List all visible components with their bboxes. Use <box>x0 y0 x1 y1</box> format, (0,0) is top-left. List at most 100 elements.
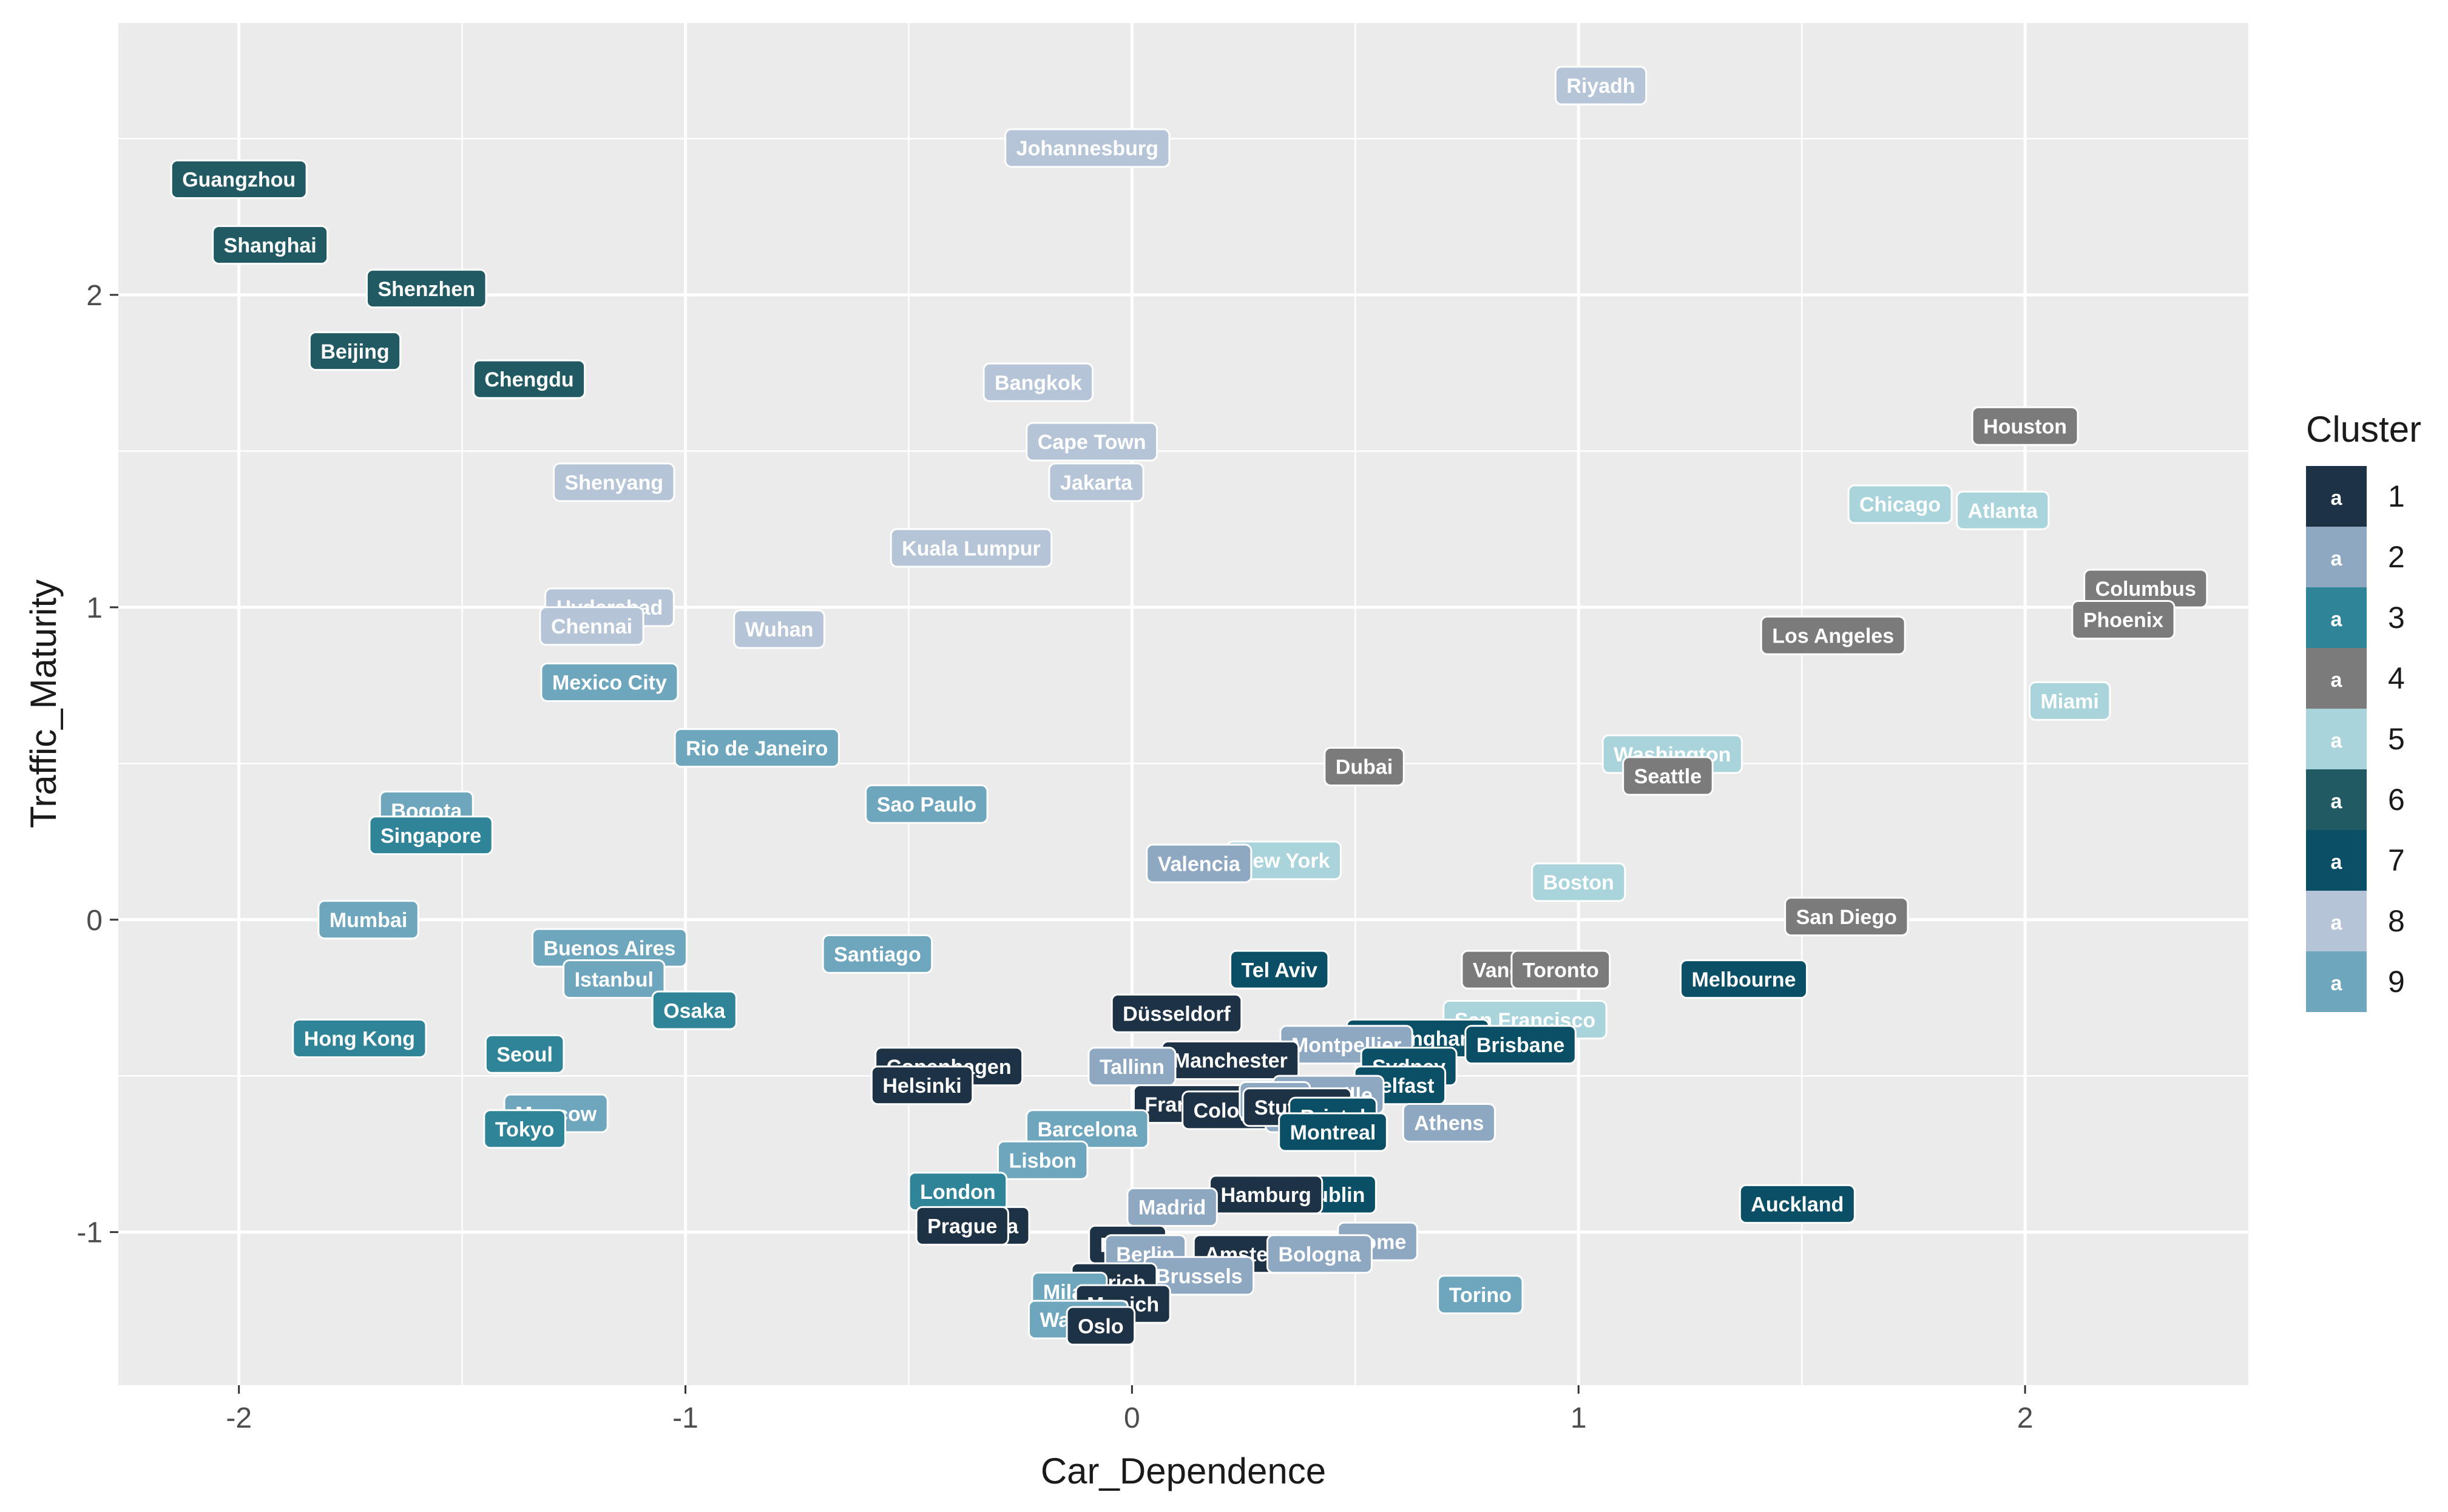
legend-key-glyph: a <box>2331 669 2343 692</box>
legend-key-glyph: a <box>2331 729 2343 752</box>
data-label: Shanghai <box>212 225 329 265</box>
data-label-box <box>1554 66 1648 106</box>
data-label: Chengdu <box>472 359 586 399</box>
legend-label-1: 1 <box>2388 479 2405 513</box>
data-label: New York <box>1226 840 1342 880</box>
data-label-text: Boston <box>1543 871 1614 894</box>
data-label-text: Sao Paulo <box>877 794 976 817</box>
data-label: Phoenix <box>2071 599 2176 640</box>
data-label-text: Prague <box>927 1215 997 1238</box>
data-label-text: Guangzhou <box>182 169 296 192</box>
data-label-box <box>890 528 1053 568</box>
data-label-text: Rio de Janeiro <box>686 737 828 760</box>
data-label: Bologna <box>1266 1234 1373 1274</box>
legend-label-5: 5 <box>2388 722 2405 756</box>
data-label-box <box>553 462 675 502</box>
data-label-text: Hong Kong <box>304 1028 415 1051</box>
data-label-box <box>1956 490 2050 530</box>
data-label-box <box>212 225 329 265</box>
data-label-text: Manchester <box>1173 1050 1288 1073</box>
data-label-box <box>1510 950 1611 990</box>
data-label-box <box>484 1034 565 1074</box>
data-label-box <box>1066 1306 1136 1346</box>
data-label-box <box>1048 462 1145 502</box>
data-label-box <box>308 331 402 371</box>
data-label-text: Athens <box>1414 1112 1484 1135</box>
x-tick-label: 2 <box>2017 1402 2034 1434</box>
data-label: Hong Kong <box>292 1018 427 1058</box>
data-label: Kuala Lumpur <box>890 528 1053 568</box>
data-label-text: Shanghai <box>224 234 317 257</box>
data-label-text: New York <box>1238 849 1330 872</box>
data-label-text: Mumbai <box>330 909 407 932</box>
data-label: Oslo <box>1066 1306 1136 1346</box>
x-tick-label: -2 <box>226 1402 252 1434</box>
x-tick-label: 1 <box>1571 1402 1587 1434</box>
data-label-box <box>1266 1234 1373 1274</box>
data-label: Auckland <box>1739 1184 1856 1224</box>
data-label-box <box>317 900 419 940</box>
legend-label-3: 3 <box>2388 601 2405 635</box>
data-label-box <box>1402 1102 1496 1142</box>
data-label-box <box>1146 843 1253 883</box>
data-label: Chicago <box>1847 484 1953 524</box>
x-tick-label: 0 <box>1124 1402 1140 1434</box>
data-label: Düsseldorf <box>1111 993 1243 1033</box>
y-tick-label: 2 <box>86 280 103 312</box>
data-label-box <box>1760 615 1906 655</box>
data-label: Brussels <box>1143 1256 1255 1296</box>
legend-label-7: 7 <box>2388 843 2405 877</box>
data-label-box <box>563 959 666 999</box>
data-label: Houston <box>1971 406 2079 446</box>
data-label: Seoul <box>484 1034 565 1074</box>
data-label-text: Santiago <box>834 943 921 967</box>
y-tick-label: 1 <box>86 592 103 624</box>
data-label-box <box>2071 599 2176 640</box>
data-label-box <box>1111 993 1243 1033</box>
data-label-text: Valencia <box>1158 852 1241 876</box>
data-label: Brisbane <box>1464 1025 1577 1065</box>
data-label-text: San Diego <box>1796 906 1897 929</box>
data-label: Tokyo <box>483 1109 566 1149</box>
data-label-text: Miami <box>2040 690 2098 714</box>
data-label-text: Seoul <box>496 1043 553 1066</box>
legend-key-7 <box>2306 830 2367 891</box>
data-label-text: Hamburg <box>1221 1184 1311 1207</box>
data-label-text: Atlanta <box>1968 499 2038 522</box>
data-label-text: Wuhan <box>745 618 814 641</box>
data-label: Cape Town <box>1026 422 1158 462</box>
data-label-text: Riyadh <box>1566 75 1635 98</box>
y-axis-ticks: -1 0 1 2 <box>76 280 118 1249</box>
data-label-text: Helsinki <box>882 1075 961 1098</box>
data-label-text: London <box>920 1181 996 1204</box>
legend-key-glyph: a <box>2331 851 2343 874</box>
legend-label-9: 9 <box>2388 965 2405 999</box>
data-label: Valencia <box>1146 843 1253 883</box>
data-label-box <box>822 934 933 974</box>
data-label: Dubai <box>1324 746 1405 786</box>
legend-label-4: 4 <box>2388 661 2405 695</box>
x-axis-ticks: -2 -1 0 1 2 <box>226 1385 2033 1434</box>
data-label-text: Seattle <box>1634 765 1702 788</box>
data-label-text: Houston <box>1983 415 2067 438</box>
data-label-box <box>1126 1187 1218 1227</box>
legend-key-glyph: a <box>2331 790 2343 813</box>
data-label: Columbus <box>2083 569 2208 609</box>
data-label-text: Shenzhen <box>377 278 475 301</box>
legend-key-glyph: a <box>2331 911 2343 934</box>
data-label-box <box>483 1109 566 1149</box>
data-label-box <box>1971 406 2079 446</box>
data-label-text: Barcelona <box>1038 1118 1138 1141</box>
data-label-box <box>170 159 308 199</box>
data-label-box <box>1278 1112 1388 1152</box>
legend-key-4 <box>2306 648 2367 709</box>
data-label-text: Bangkok <box>995 371 1082 394</box>
data-label-box <box>472 359 586 399</box>
legend-key-1 <box>2306 466 2367 527</box>
data-label: Lisbon <box>996 1140 1089 1180</box>
data-label: Madrid <box>1126 1187 1218 1227</box>
data-label: Mumbai <box>317 900 419 940</box>
data-label-text: Madrid <box>1138 1196 1206 1220</box>
data-label-box <box>870 1065 974 1105</box>
